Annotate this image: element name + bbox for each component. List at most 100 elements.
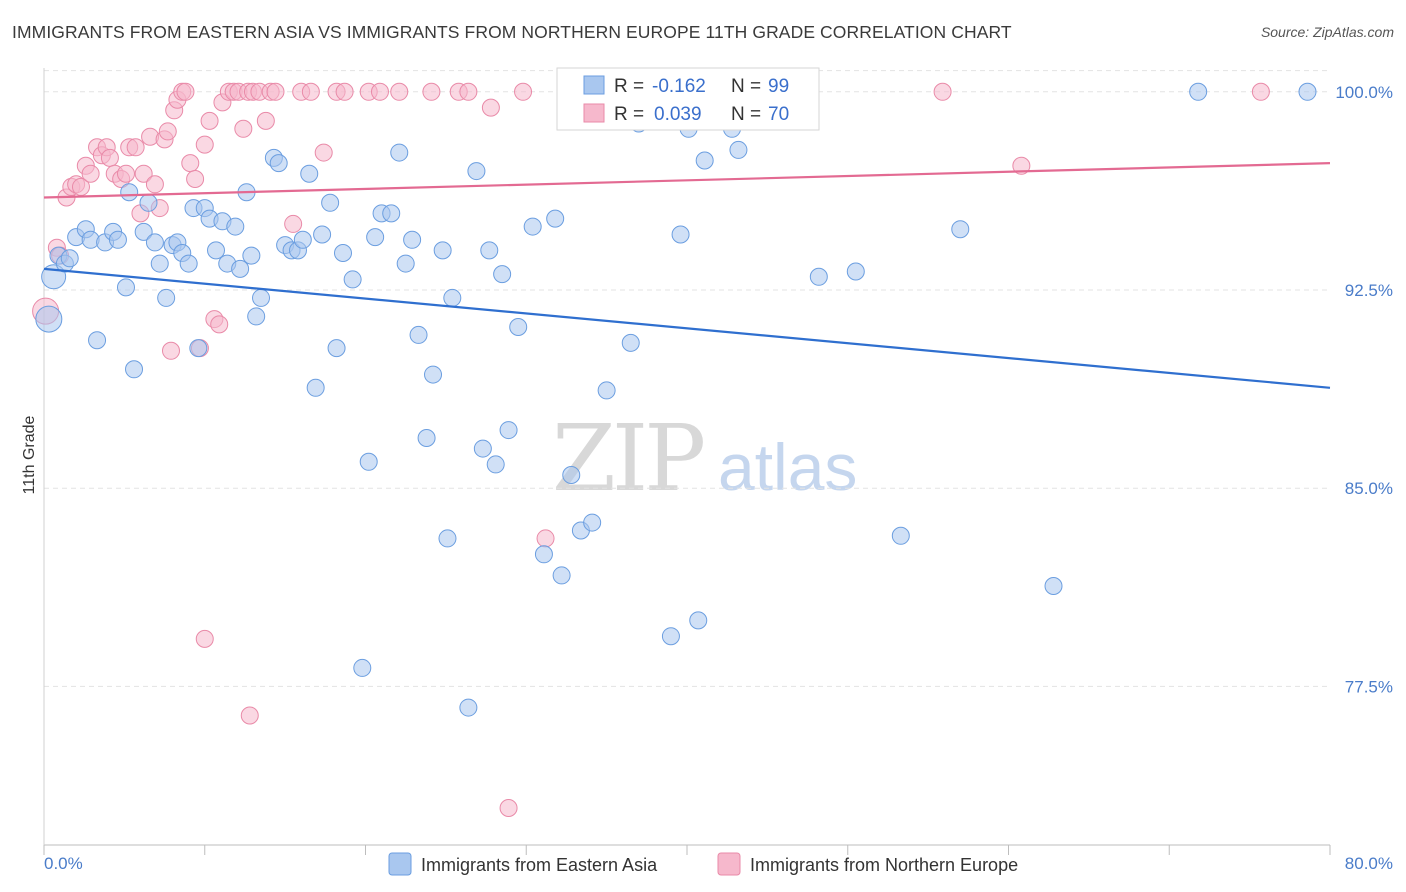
point-eastern-asia bbox=[417, 429, 436, 447]
series-legend: Immigrants from Eastern Asia Immigrants … bbox=[388, 852, 1018, 876]
point-eastern-asia bbox=[108, 230, 127, 249]
trend-line-northern-europe bbox=[43, 162, 1331, 199]
point-eastern-asia bbox=[661, 627, 680, 646]
point-eastern-asia bbox=[433, 241, 452, 260]
point-eastern-asia bbox=[671, 225, 690, 244]
y-axis-label: 11th Grade bbox=[21, 415, 38, 494]
watermark: ZIP atlas bbox=[552, 405, 857, 512]
point-northern-europe bbox=[176, 82, 195, 101]
point-eastern-asia bbox=[269, 154, 288, 173]
point-eastern-asia bbox=[443, 288, 462, 307]
point-eastern-asia bbox=[207, 241, 226, 260]
point-eastern-asia bbox=[552, 566, 571, 585]
point-eastern-asia bbox=[689, 611, 708, 630]
point-eastern-asia bbox=[313, 225, 332, 244]
stats-r-label-1: R = bbox=[614, 76, 644, 97]
point-northern-europe bbox=[126, 138, 145, 157]
point-eastern-asia bbox=[695, 151, 714, 170]
point-eastern-asia bbox=[597, 381, 616, 400]
y-axis-tick-labels: 77.5% 85.0% 92.5% 100.0% bbox=[1335, 83, 1393, 697]
stats-n-value-1: 99 bbox=[768, 76, 789, 97]
point-northern-europe bbox=[314, 143, 333, 162]
point-eastern-asia bbox=[473, 439, 492, 458]
point-northern-europe bbox=[459, 82, 478, 101]
point-northern-europe bbox=[256, 111, 275, 130]
point-eastern-asia bbox=[951, 220, 970, 239]
point-eastern-asia bbox=[120, 183, 139, 202]
point-eastern-asia bbox=[306, 378, 325, 397]
point-eastern-asia bbox=[179, 254, 198, 273]
chart-title: IMMIGRANTS FROM EASTERN ASIA VS IMMIGRAN… bbox=[12, 22, 1012, 42]
trend-line-eastern-asia bbox=[43, 267, 1331, 389]
legend-swatch-northern-europe bbox=[717, 852, 741, 876]
point-eastern-asia bbox=[459, 698, 478, 717]
point-eastern-asia bbox=[729, 140, 748, 159]
point-eastern-asia bbox=[189, 339, 208, 358]
series-northern-europe-points bbox=[32, 82, 1270, 817]
y-tick-label: 100.0% bbox=[1335, 83, 1393, 102]
trend-lines bbox=[43, 162, 1331, 389]
point-eastern-asia bbox=[409, 325, 428, 344]
point-eastern-asia bbox=[333, 244, 352, 262]
point-eastern-asia bbox=[321, 193, 340, 212]
point-eastern-asia bbox=[891, 526, 910, 545]
stats-n-value-2: 70 bbox=[768, 104, 789, 125]
point-northern-europe bbox=[210, 315, 229, 334]
point-eastern-asia bbox=[35, 305, 63, 333]
point-northern-europe bbox=[240, 706, 259, 725]
point-eastern-asia bbox=[125, 360, 144, 379]
gridlines bbox=[44, 70, 1330, 687]
point-northern-europe bbox=[81, 164, 100, 183]
point-eastern-asia bbox=[583, 513, 602, 532]
point-eastern-asia bbox=[403, 230, 422, 249]
x-tick-label-end: 80.0% bbox=[1345, 854, 1393, 873]
x-axis-ticks bbox=[43, 845, 1331, 855]
point-northern-europe bbox=[933, 82, 952, 101]
point-eastern-asia bbox=[116, 278, 135, 297]
point-northern-europe bbox=[514, 82, 533, 101]
y-tick-label: 77.5% bbox=[1345, 677, 1393, 696]
point-northern-europe bbox=[181, 154, 200, 173]
point-eastern-asia bbox=[359, 452, 378, 471]
point-eastern-asia bbox=[499, 421, 518, 440]
point-eastern-asia bbox=[88, 331, 107, 350]
point-eastern-asia bbox=[300, 164, 319, 183]
point-eastern-asia bbox=[509, 318, 528, 336]
point-eastern-asia bbox=[382, 204, 401, 223]
point-northern-europe bbox=[284, 214, 303, 233]
point-eastern-asia bbox=[493, 265, 512, 284]
point-northern-europe bbox=[158, 122, 177, 141]
point-northern-europe bbox=[301, 82, 320, 101]
point-eastern-asia bbox=[145, 233, 164, 252]
point-eastern-asia bbox=[424, 365, 443, 384]
point-eastern-asia bbox=[546, 209, 565, 228]
point-eastern-asia bbox=[134, 222, 153, 241]
point-eastern-asia bbox=[480, 241, 499, 260]
point-eastern-asia bbox=[1298, 82, 1317, 101]
point-eastern-asia bbox=[1044, 577, 1063, 595]
point-northern-europe bbox=[481, 98, 500, 117]
point-eastern-asia bbox=[486, 455, 505, 474]
point-northern-europe bbox=[234, 119, 253, 138]
point-northern-europe bbox=[145, 175, 164, 194]
point-northern-europe bbox=[390, 82, 409, 101]
point-northern-europe bbox=[1251, 82, 1270, 101]
stats-r-value-1: -0.162 bbox=[652, 76, 706, 97]
point-eastern-asia bbox=[438, 529, 457, 548]
legend-label-eastern-asia: Immigrants from Eastern Asia bbox=[421, 855, 658, 875]
point-northern-europe bbox=[200, 111, 219, 130]
source-label: Source: ZipAtlas.com bbox=[1260, 24, 1394, 40]
stats-swatch-blue bbox=[583, 75, 605, 95]
point-eastern-asia bbox=[226, 217, 245, 236]
stats-n-label-2: N = bbox=[731, 104, 761, 125]
point-northern-europe bbox=[499, 799, 518, 817]
stats-n-label-1: N = bbox=[731, 76, 761, 97]
point-eastern-asia bbox=[621, 333, 640, 352]
point-northern-europe bbox=[186, 170, 205, 188]
point-eastern-asia bbox=[60, 249, 79, 268]
y-tick-label: 85.0% bbox=[1345, 479, 1393, 498]
point-eastern-asia bbox=[353, 658, 372, 677]
series-eastern-asia-points bbox=[35, 80, 1317, 717]
point-eastern-asia bbox=[366, 228, 385, 247]
point-eastern-asia bbox=[467, 162, 486, 181]
